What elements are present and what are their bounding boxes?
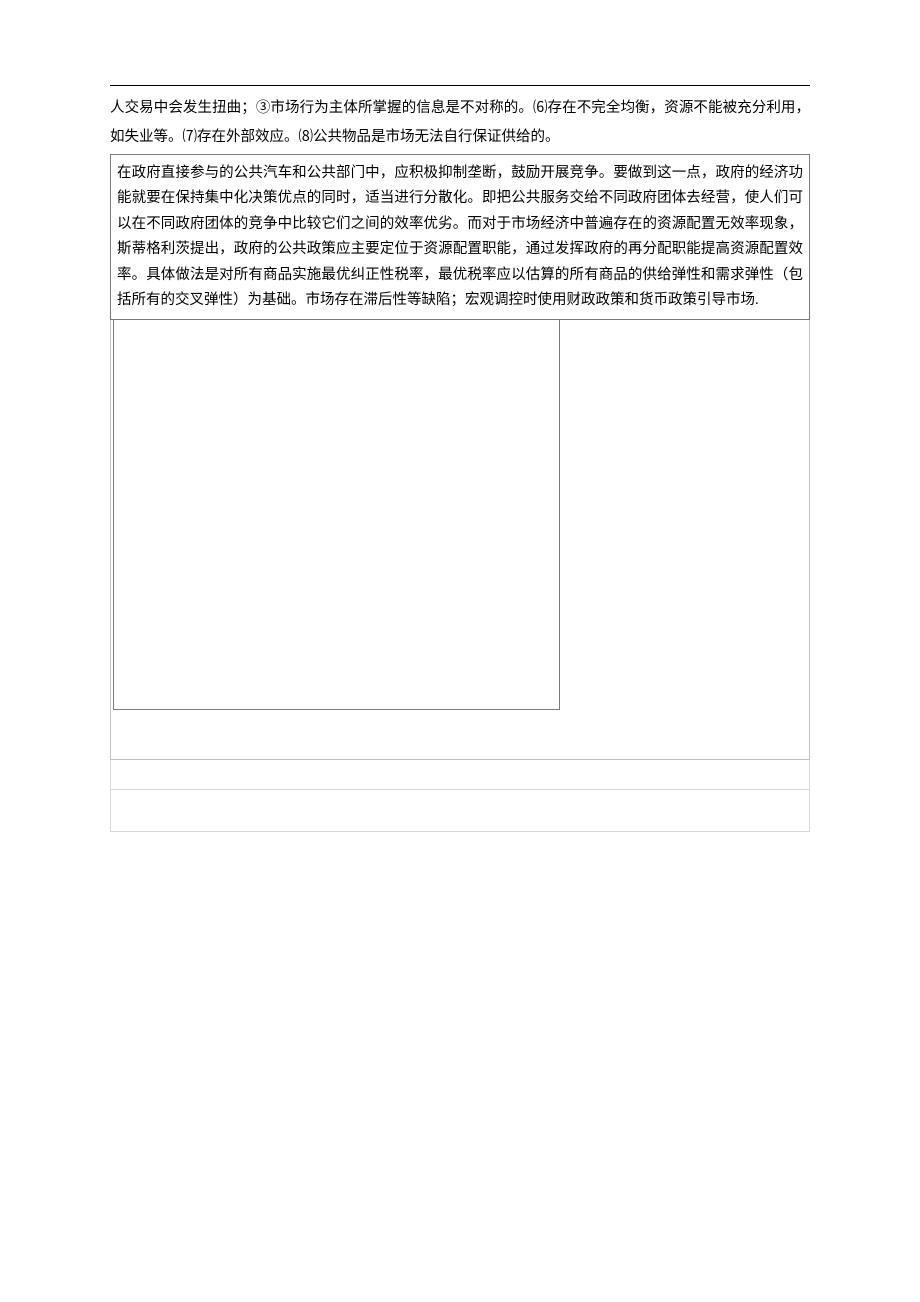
content-table: 在政府直接参与的公共汽车和公共部门中，应积极抑制垄断，鼓励开展竞争。要做到这一点… xyxy=(110,154,810,832)
document-page: 人交易中会发生扭曲；③市场行为主体所掌握的信息是不对称的。⑹存在不完全均衡，资源… xyxy=(110,85,810,832)
table-cell-empty-small-1 xyxy=(111,760,810,790)
inner-empty-box xyxy=(113,320,560,710)
table-cell-empty-small-2 xyxy=(111,790,810,832)
paragraph-body: 在政府直接参与的公共汽车和公共部门中，应积极抑制垄断，鼓励开展竞争。要做到这一点… xyxy=(117,165,803,308)
table-cell-main-text: 在政府直接参与的公共汽车和公共部门中，应积极抑制垄断，鼓励开展竞争。要做到这一点… xyxy=(111,155,810,320)
paragraph-intro: 人交易中会发生扭曲；③市场行为主体所掌握的信息是不对称的。⑹存在不完全均衡，资源… xyxy=(110,85,810,152)
table-cell-empty-large xyxy=(111,320,810,760)
